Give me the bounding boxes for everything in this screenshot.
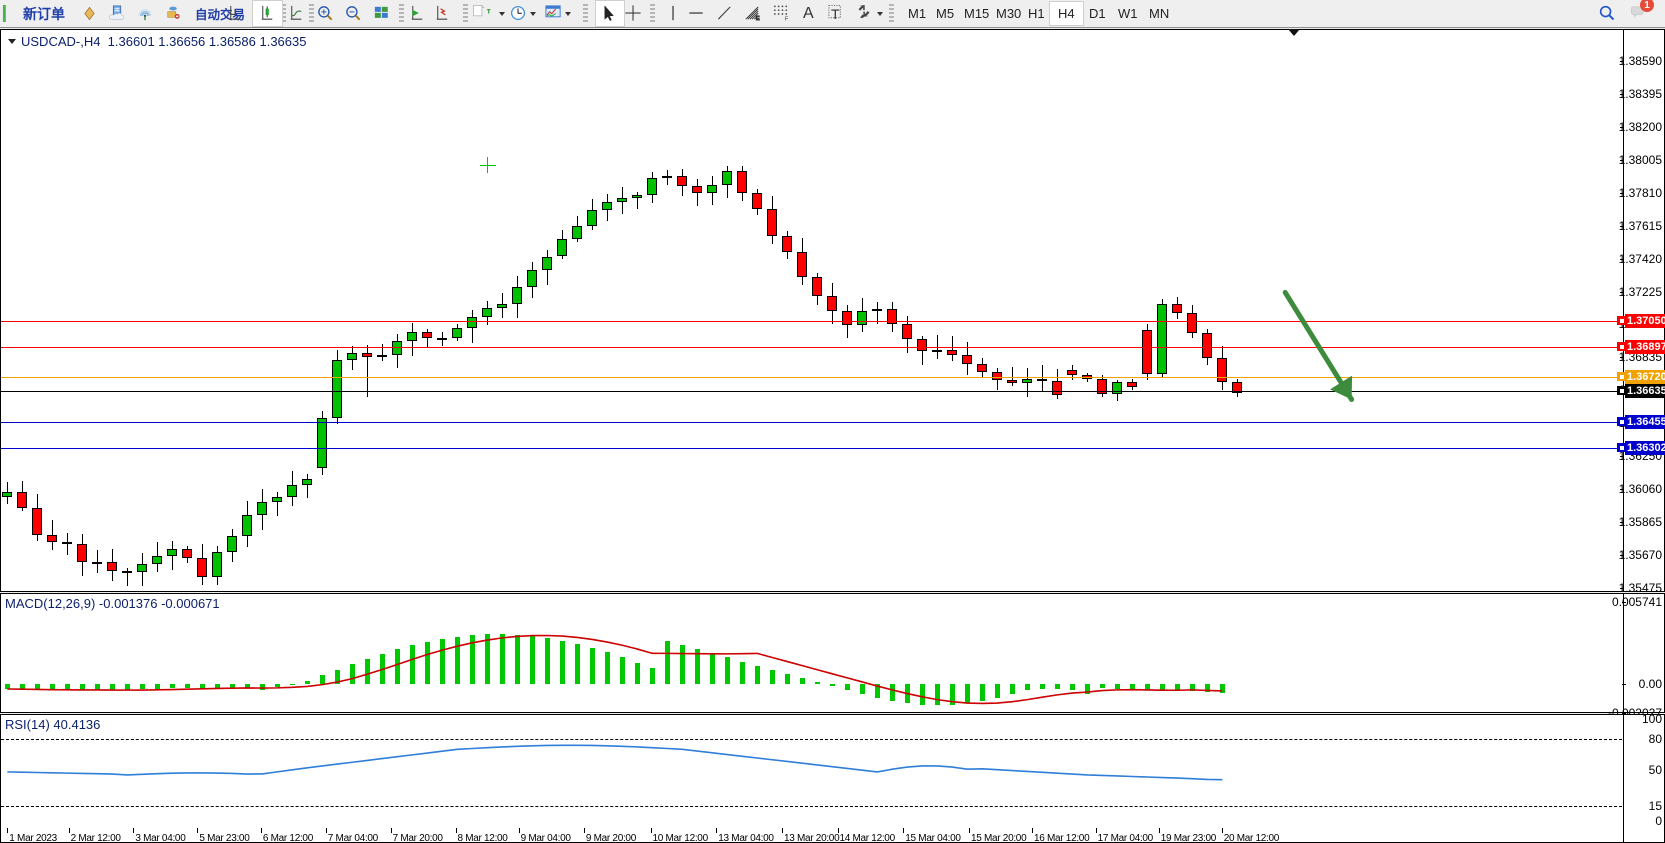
- svg-text:F: F: [785, 17, 789, 23]
- svg-text:E: E: [756, 16, 760, 22]
